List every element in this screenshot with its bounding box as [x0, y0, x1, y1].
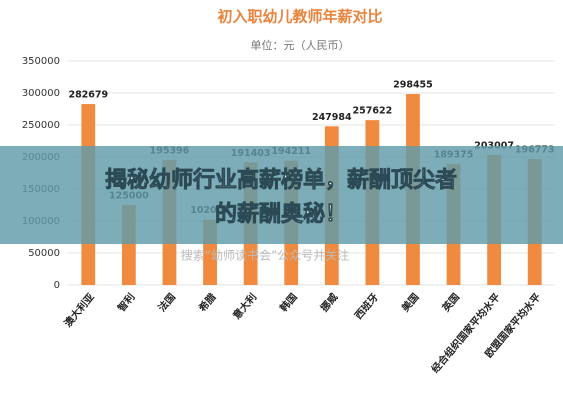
watermark: 搜索“幼师读书会”公众号并关注 — [181, 248, 349, 263]
y-tick-label: 0 — [54, 280, 60, 291]
banner-line: 的薪酬奥秘！ — [215, 201, 347, 227]
data-label: 282679 — [68, 90, 108, 101]
banner-line: 揭秘幼师行业高薪榜单，薪酬顶尖者 — [105, 167, 457, 193]
y-tick-label: 300000 — [22, 88, 60, 99]
x-tick-label: 挪威 — [318, 291, 341, 315]
x-tick-label: 经合组织国家平均水平 — [428, 291, 502, 376]
chart-subtitle: 单位：元（人民币） — [251, 38, 350, 52]
y-tick-label: 350000 — [22, 56, 60, 67]
x-tick-label: 澳大利亚 — [61, 291, 97, 330]
y-tick-label: 250000 — [22, 120, 60, 131]
data-label: 298455 — [393, 79, 433, 90]
x-tick-label: 西班牙 — [352, 291, 381, 322]
banner — [0, 146, 563, 244]
x-tick-label: 意大利 — [230, 291, 259, 322]
x-tick-label: 希腊 — [195, 291, 218, 315]
x-tick-label: 法国 — [155, 291, 178, 315]
chart-title: 初入职幼儿教师年薪对比 — [217, 8, 382, 26]
x-tick-label: 美国 — [399, 291, 422, 315]
x-tick-label: 英国 — [439, 291, 462, 315]
x-tick-label: 智利 — [115, 291, 138, 315]
data-label: 257622 — [353, 106, 393, 117]
y-tick-label: 50000 — [28, 248, 60, 259]
data-label: 247984 — [312, 112, 352, 123]
x-tick-label: 韩国 — [277, 291, 300, 315]
